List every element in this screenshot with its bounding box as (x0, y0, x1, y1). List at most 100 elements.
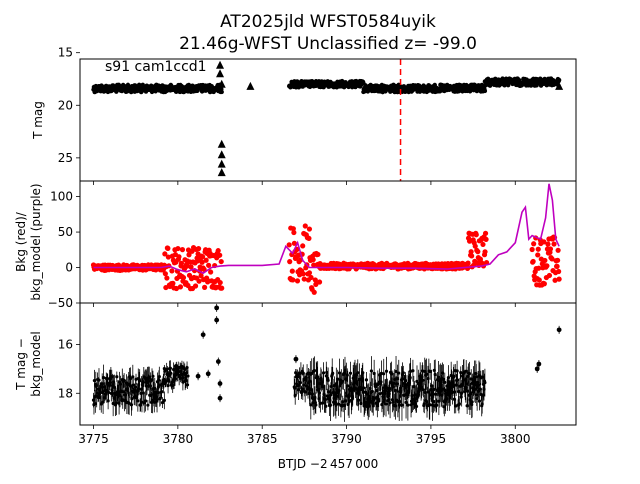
data-point (414, 404, 419, 409)
data-point (547, 246, 554, 252)
data-point (122, 378, 126, 382)
data-point (160, 401, 165, 405)
upper-limit-marker (216, 69, 225, 78)
data-point (180, 275, 187, 281)
data-point (343, 399, 348, 403)
data-point (329, 393, 333, 397)
data-point (138, 379, 142, 383)
data-point (291, 240, 297, 246)
data-point (168, 366, 172, 370)
data-point (215, 248, 221, 254)
data-point (214, 305, 220, 311)
data-point (121, 390, 125, 394)
data-point (219, 285, 225, 291)
upper-limit-marker (217, 150, 226, 159)
data-point (177, 284, 184, 290)
data-point (384, 402, 388, 406)
data-point (184, 378, 188, 383)
data-point (475, 249, 481, 255)
data-point (165, 245, 171, 251)
data-point (162, 398, 166, 402)
y-tick-label: 18 (58, 386, 73, 400)
data-point (353, 84, 358, 90)
data-point (340, 379, 344, 383)
data-point (199, 254, 206, 260)
data-point (162, 377, 166, 381)
data-point (482, 249, 488, 255)
data-point (200, 332, 206, 338)
data-point (474, 371, 478, 376)
data-point (331, 371, 335, 375)
data-point (173, 285, 180, 292)
data-point (482, 230, 489, 236)
data-point (300, 243, 306, 249)
data-point (311, 289, 317, 295)
data-point (337, 402, 341, 406)
upper-limit-marker (246, 81, 255, 90)
data-point (310, 257, 316, 263)
data-point (198, 273, 204, 279)
data-point (215, 359, 221, 364)
data-point (326, 378, 330, 382)
data-point (312, 277, 318, 283)
y-tick-label: 25 (58, 151, 73, 165)
data-point (382, 372, 386, 376)
panel-frame (79, 180, 577, 304)
data-point (397, 371, 401, 375)
data-point (529, 246, 535, 253)
data-point (106, 399, 110, 403)
bkg-model-line (93, 183, 560, 275)
data-point (129, 403, 134, 407)
data-point (306, 226, 313, 232)
data-point (556, 77, 562, 83)
data-point (160, 389, 164, 394)
data-point (346, 384, 350, 388)
x-tick-label: 3780 (163, 432, 194, 446)
data-point (369, 369, 374, 373)
data-point (287, 259, 293, 265)
data-point (472, 243, 478, 249)
data-point (551, 241, 557, 247)
x-axis-label: BTJD −2 457 000 (278, 457, 378, 471)
data-point (131, 383, 135, 387)
y-axis-label: Bkg (red)/bkg_model (purple) (14, 183, 43, 300)
data-point (364, 378, 369, 382)
data-point (162, 271, 168, 277)
data-point (133, 385, 138, 389)
data-point (394, 369, 398, 374)
data-point (106, 390, 111, 395)
data-point (323, 397, 327, 402)
data-point (345, 373, 349, 377)
data-point (468, 249, 474, 255)
data-point (398, 399, 402, 404)
data-point (290, 277, 296, 283)
data-point (469, 377, 473, 381)
data-point (459, 370, 463, 375)
data-point (188, 264, 194, 270)
data-point (186, 252, 192, 258)
data-point (313, 281, 319, 287)
upper-limit-marker (555, 81, 564, 90)
data-point (556, 327, 562, 333)
upper-limit-marker (217, 79, 226, 88)
data-point (545, 241, 551, 247)
data-point (362, 386, 366, 390)
data-point (535, 246, 541, 252)
data-point (130, 397, 134, 401)
data-point (306, 270, 313, 276)
data-point (217, 381, 223, 386)
data-point (317, 391, 322, 395)
data-point (456, 389, 461, 394)
data-point (328, 403, 333, 407)
data-point (218, 258, 224, 265)
x-tick-label: 3785 (247, 432, 278, 446)
data-point (436, 375, 441, 379)
data-point (465, 260, 471, 266)
data-point (199, 259, 205, 265)
data-point (321, 401, 325, 405)
data-point (144, 399, 148, 403)
data-point (457, 402, 461, 406)
y-axis-label-line: T mag − (14, 338, 28, 391)
data-point (302, 223, 308, 229)
